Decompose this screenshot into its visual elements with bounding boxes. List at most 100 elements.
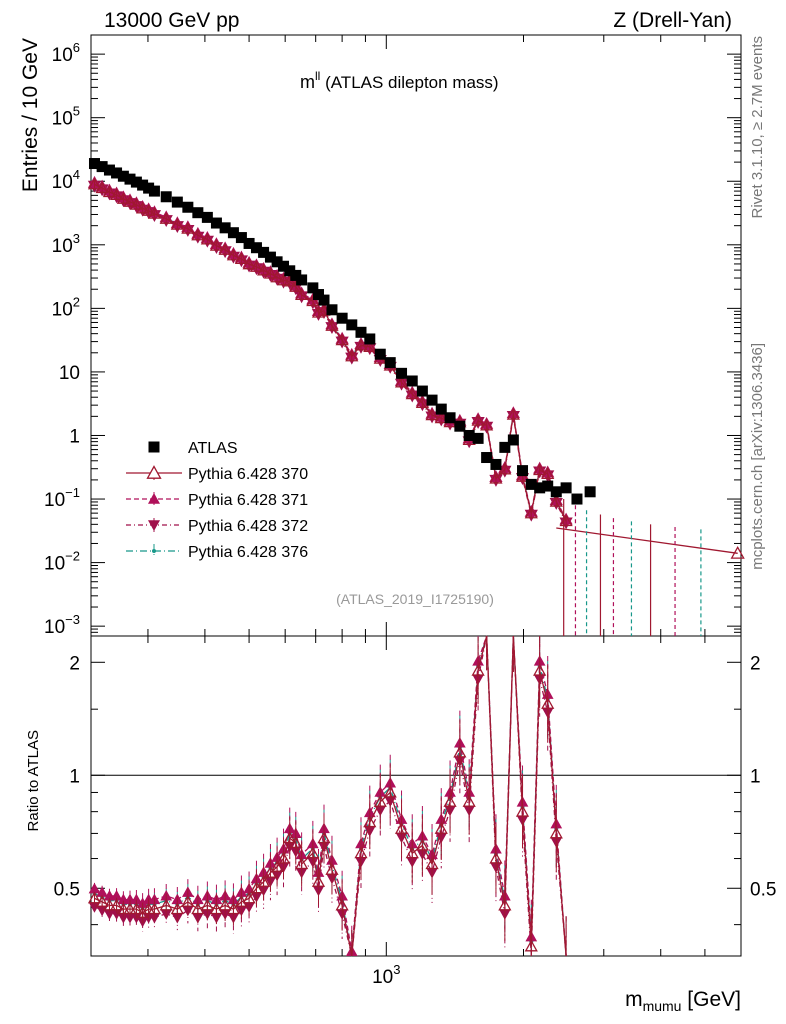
pythia-370-point	[345, 349, 359, 362]
atlas-point	[130, 176, 142, 188]
ratio-pythia-370-point	[283, 831, 297, 844]
ratio-pythia-370-point	[256, 875, 271, 887]
ratio-pythia-370-point	[209, 902, 224, 915]
pythia-370-point	[506, 407, 520, 420]
legend: ATLAS Pythia 6.428 370 Pythia 6.428 371 Pyt…	[126, 440, 308, 561]
y-tick-label: 10−2	[44, 549, 80, 575]
ratio-pythia-370-point	[170, 902, 184, 915]
ratio-pythia-370-point	[425, 857, 439, 870]
ratio-pythia-370-point	[524, 939, 538, 952]
atlas-point	[258, 246, 270, 258]
y-axis-label: Entries / 10 GeV	[19, 38, 42, 192]
ratio-pythia-370-point	[533, 663, 547, 676]
ratio-y-axis-label: Ratio to ATLAS	[25, 730, 42, 831]
pythia-370-point	[170, 217, 184, 230]
pythia-370-point	[415, 396, 429, 408]
header-left: 13000 GeV pp	[104, 9, 239, 32]
header-right: Z (Drell-Yan)	[613, 9, 732, 32]
pythia-370-tail-point	[730, 545, 745, 559]
ratio-pythia-370-point	[415, 838, 429, 851]
pythia-370-point	[295, 288, 309, 301]
ratio-pythia-370-point	[87, 891, 102, 904]
atlas-point	[560, 482, 572, 494]
atlas-point	[396, 367, 408, 379]
x-axis-label: mmumu [GeV]	[625, 988, 741, 1014]
ratio-pythia-370-point	[116, 902, 130, 915]
atlas-point	[534, 482, 546, 494]
pythia-370-point	[325, 318, 339, 331]
ratio-pythia-370-point	[515, 804, 530, 817]
pythia-370-point	[515, 469, 530, 482]
pythia-370-point	[541, 467, 555, 480]
atlas-point	[117, 170, 129, 182]
ratio-pythia-370-point	[443, 794, 457, 807]
atlas-point	[525, 478, 537, 490]
ratio-pythia-370-point	[218, 898, 232, 911]
pythia-370-line	[94, 183, 567, 522]
pythia-370-point	[405, 387, 419, 400]
pythia-370-point	[191, 228, 205, 241]
pythia-370-point	[335, 333, 349, 346]
atlas-point	[406, 375, 418, 387]
atlas-point	[307, 282, 319, 294]
atlas-point	[210, 217, 222, 229]
legend-label: Pythia 6.428 371	[188, 492, 308, 509]
atlas-point	[374, 348, 386, 360]
y-tick-label: 105	[52, 104, 80, 130]
atlas-point	[542, 480, 554, 492]
atlas-point	[384, 357, 396, 369]
ratio-pythia-370-point	[498, 898, 512, 911]
pythia-370-point	[489, 471, 503, 484]
ratio-y-tick-label: 1	[69, 766, 80, 787]
pythia-370-point	[289, 280, 303, 292]
ratio-pythia-370-point	[354, 846, 368, 859]
pythia-370-point	[200, 232, 214, 245]
atlas-point	[160, 191, 172, 203]
legend-marker-p372	[148, 520, 160, 531]
atlas-point	[517, 465, 529, 477]
pythia-370-point	[498, 462, 512, 475]
ratio-y-tick-label-right: 0.5	[750, 879, 776, 900]
rivet-version-label: Rivet 3.1.10, ≥ 2.7M events	[749, 36, 766, 219]
pythia-370-point	[533, 463, 547, 476]
atlas-point	[312, 289, 324, 301]
atlas-point	[182, 201, 194, 213]
pythia-370-point	[87, 177, 102, 190]
ratio-pythia-370-point	[242, 891, 256, 904]
y-tick-label: 10−1	[44, 485, 80, 511]
legend-marker-atlas	[148, 441, 160, 453]
ratio-pythia-370-point	[394, 821, 409, 834]
pythia-370-point	[394, 375, 409, 388]
atlas-point	[444, 412, 456, 424]
atlas-point	[435, 403, 447, 415]
y-tick-label: 106	[52, 40, 80, 66]
ratio-pythia-370-point	[147, 902, 162, 915]
ratio-pythia-370-point	[541, 696, 555, 709]
ratio-pythia-370-point	[95, 895, 109, 907]
atlas-point	[571, 493, 583, 505]
atlas-point	[472, 432, 484, 444]
y-tick-label: 10−3	[44, 612, 80, 638]
ratio-pythia-370-point	[135, 906, 150, 918]
atlas-point	[364, 333, 376, 345]
atlas-point	[192, 207, 204, 219]
ratio-pythia-370-point	[325, 862, 339, 875]
legend-label: Pythia 6.428 376	[188, 544, 308, 561]
pythia-370-point	[270, 270, 284, 283]
pythia-370-point	[311, 305, 326, 318]
atlas-point	[426, 394, 438, 406]
pythia-370-point	[123, 194, 137, 207]
legend-marker-p371	[148, 493, 160, 504]
ratio-pythia-370-point	[471, 663, 485, 676]
analysis-id: (ATLAS_2019_I1725190)	[336, 591, 494, 607]
pythia-370-point	[218, 243, 232, 255]
ratio-pythia-370-point	[311, 875, 326, 887]
atlas-point	[326, 304, 338, 316]
ratio-y-tick-label-right: 1	[750, 766, 761, 787]
pythia-370-point	[354, 338, 368, 351]
ratio-pythia-370-point	[102, 898, 117, 911]
ratio-pythia-370-point	[263, 865, 278, 878]
